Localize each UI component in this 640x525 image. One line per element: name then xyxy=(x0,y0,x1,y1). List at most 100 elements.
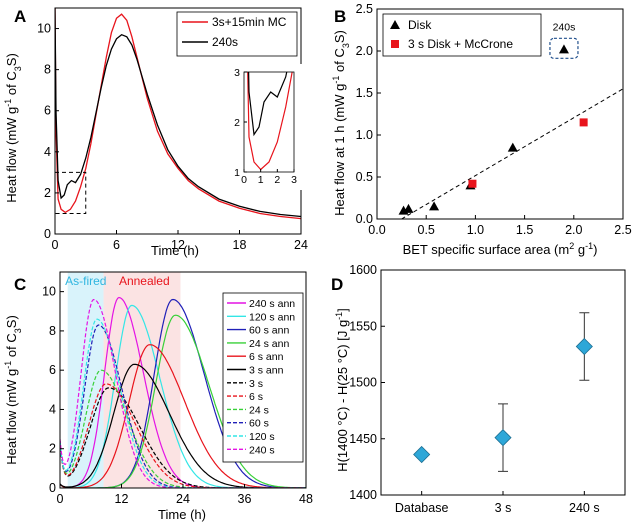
panel-b-xlabel: BET specific surface area (m2 g-1) xyxy=(403,241,598,257)
panel-a-letter: A xyxy=(14,7,26,26)
panel-c-legend-label: 60 s xyxy=(249,418,269,430)
panel-c-ytick-label: 4 xyxy=(49,402,56,416)
panel-b-xtick-label: 2.0 xyxy=(565,223,582,237)
panel-d-ytick-label: 1400 xyxy=(349,488,377,502)
panel-c-legend-label: 240 s ann xyxy=(249,298,295,310)
panel-b-xtick-label: 2.5 xyxy=(614,223,631,237)
panel-a-inset-line-1 xyxy=(248,72,288,137)
panel-d-xtick-label: Database xyxy=(395,501,449,515)
panel-a-inset-ytick-label: 3 xyxy=(234,67,240,79)
panel-b-legend-swatch xyxy=(391,40,399,48)
panel-c-legend-label: 6 s ann xyxy=(249,351,284,363)
panel-c-ytick-label: 0 xyxy=(49,481,56,495)
panel-a-inset-ytick-label: 1 xyxy=(234,167,240,179)
panel-c-region-label-annealed: Annealed xyxy=(119,274,170,288)
panel-c-legend-label: 60 s ann xyxy=(249,325,289,337)
panel-c-ytick-label: 6 xyxy=(49,363,56,377)
panel-d-letter: D xyxy=(331,275,343,294)
panel-c-region-label-asfired: As-fired xyxy=(65,274,106,288)
panel-a-ylabel: Heat flow (mW g-1 of C3S) xyxy=(3,53,23,203)
panel-b-ytick-label: 0.5 xyxy=(356,170,373,184)
panel-c-xtick-label: 36 xyxy=(238,492,252,506)
panel-c-ylabel: Heat flow (mW g-1 of C3S) xyxy=(3,315,23,465)
panel-b-xtick-label: 0.0 xyxy=(368,223,385,237)
panel-c-legend-label: 24 s ann xyxy=(249,338,289,350)
panel-a-ytick-label: 6 xyxy=(44,104,51,118)
panel-b-annotation-label: 240s xyxy=(553,21,576,33)
panel-b-annotation-box xyxy=(549,37,579,59)
panel-c-ytick-label: 2 xyxy=(49,442,56,456)
panel-b-ylabel: Heat flow at 1 h (mW g-1 of C3S) xyxy=(331,30,351,216)
panel-a-legend: 3s+15min MC 240s xyxy=(176,11,298,57)
panel-b: B 240s 0.0 0.5 1.0 1.5 2.0 2.5 0.0 0.5 1.0 1.5 2.0 2… xyxy=(331,2,632,257)
panel-a-inset-xtick-label: 0 xyxy=(241,174,247,186)
panel-c-series-line-6 xyxy=(60,387,306,488)
panel-d-xtick-label: 3 s xyxy=(495,501,512,515)
panel-a-inset-bg xyxy=(224,64,302,190)
panel-a-xlabel: Time (h) xyxy=(151,243,199,258)
panel-c-legend-label: 24 s xyxy=(249,404,269,416)
panel-d-ytick-label: 1600 xyxy=(349,263,377,277)
panel-b-ytick-label: 2.0 xyxy=(356,44,373,58)
panel-a-ytick-label: 10 xyxy=(37,22,51,36)
panel-b-legend-label: 3 s Disk + McCrone xyxy=(408,37,513,51)
panel-b-legend-swatch xyxy=(390,20,400,29)
panel-b-point-disk xyxy=(507,142,518,152)
panel-a-legend-box xyxy=(176,11,298,57)
panel-d-ytick-label: 1550 xyxy=(349,319,377,333)
panel-d-ylabel: H(1400 °C) - H(25 °C) [J g-1] xyxy=(334,308,350,472)
panel-c-legend-box xyxy=(222,292,304,463)
panel-b-xtick-label: 1.0 xyxy=(467,223,484,237)
panel-b-axes-frame xyxy=(376,8,624,220)
panel-b-ytick-label: 0.0 xyxy=(356,212,373,226)
panel-a-series-line-0 xyxy=(55,8,301,220)
panel-c-letter: C xyxy=(14,275,26,294)
panel-a-xtick-label: 0 xyxy=(52,238,59,252)
panel-c-ytick-label: 10 xyxy=(42,285,56,299)
panel-a-zoom-box xyxy=(54,171,87,214)
panel-b-legend: Disk 3 s Disk + McCrone xyxy=(382,13,542,57)
panel-b-point-mccrone xyxy=(579,118,588,127)
panel-b-point-mccrone xyxy=(468,179,477,188)
panel-b-xtick-label: 0.5 xyxy=(418,223,435,237)
panel-b-ytick-label: 2.5 xyxy=(356,2,373,16)
panel-c-legend-label: 6 s xyxy=(249,391,263,403)
panel-b-point-disk xyxy=(403,203,414,213)
panel-a-inset-ytick-label: 2 xyxy=(234,117,240,129)
panel-a-xtick-label: 24 xyxy=(294,238,308,252)
panel-a-ytick-label: 2 xyxy=(44,186,51,200)
panel-d-point xyxy=(413,445,431,464)
panel-c-xtick-label: 24 xyxy=(176,492,190,506)
panel-a-ytick-label: 8 xyxy=(44,63,51,77)
panel-b-point-disk xyxy=(429,201,440,211)
panel-d-ytick-label: 1500 xyxy=(349,376,377,390)
panel-c-legend-label: 240 s xyxy=(249,444,275,456)
panel-a-inset-xtick-label: 2 xyxy=(274,174,280,186)
panel-d: D 1400 1450 1500 1550 1600 Database 3 s 240 s H… xyxy=(331,263,626,515)
panel-c-legend-label: 120 s ann xyxy=(249,311,295,323)
panel-b-fit-line xyxy=(401,88,624,220)
panel-a-xtick-label: 12 xyxy=(171,238,185,252)
panel-c-legend-label: 3 s ann xyxy=(249,365,284,377)
panel-c-ytick-label: 8 xyxy=(49,324,56,338)
panel-b-ytick-label: 1.0 xyxy=(356,128,373,142)
panel-a-legend-label: 240s xyxy=(212,35,238,49)
panel-c-xtick-label: 12 xyxy=(115,492,129,506)
panel-a-inset-xtick-label: 3 xyxy=(291,174,297,186)
panel-b-letter: B xyxy=(334,7,346,26)
panel-d-point xyxy=(575,337,593,356)
panel-c-legend-label: 120 s xyxy=(249,431,275,443)
panel-b-xtick-label: 1.5 xyxy=(516,223,533,237)
panel-b-point-disk xyxy=(558,44,569,54)
panel-d-point xyxy=(494,429,512,447)
panel-a-series-line-1 xyxy=(55,8,301,218)
panel-d-xtick-label: 240 s xyxy=(569,501,600,515)
panel-c-legend-label: 3 s xyxy=(249,378,263,390)
panel-a-legend-label: 3s+15min MC xyxy=(212,15,287,29)
panel-a-inset-xtick-label: 1 xyxy=(258,174,264,186)
